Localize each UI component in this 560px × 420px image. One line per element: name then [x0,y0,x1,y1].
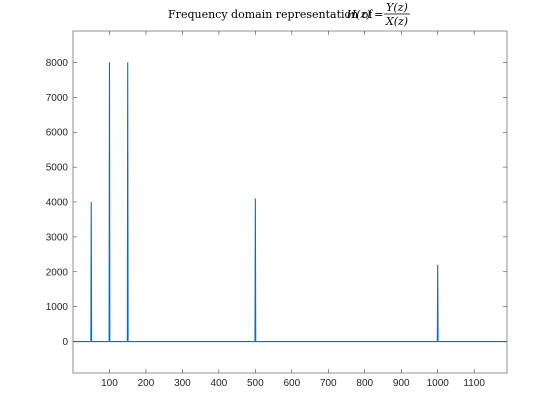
y-tick-label: 5000 [46,163,69,174]
y-tick-label: 3000 [46,232,69,243]
x-tick-label: 400 [211,378,228,389]
plot-area [72,30,508,374]
x-axis: 100 200 300 400 500 600 700 800 900 1000 1100 [101,31,485,389]
chart-title-numerator: Y(z) [386,1,408,14]
x-tick-label: 600 [283,378,300,389]
x-tick-label: 1100 [463,378,485,389]
series-layer [73,62,507,343]
y-tick-label: 2000 [46,267,69,278]
series-line-0 [73,62,507,343]
y-tick-label: 1000 [46,302,69,313]
x-tick-label: 800 [356,378,373,389]
chart-title-denominator: X(z) [385,15,408,28]
y-tick-label: 7000 [46,93,69,104]
x-tick-label: 100 [101,378,118,389]
x-tick-label: 700 [320,378,337,389]
x-tick-label: 500 [247,378,264,389]
y-tick-label: 8000 [46,58,69,69]
x-tick-label: 1000 [427,378,450,389]
x-tick-label: 300 [174,378,191,389]
y-axis: 0 1000 2000 3000 4000 5000 6000 7000 8000 [46,58,507,348]
y-tick-label: 6000 [46,128,69,139]
y-tick-label: 4000 [46,198,69,209]
chart-title-lhs: H(z) = [346,8,384,21]
chart-title: Frequency domain representation of H(z) … [168,8,383,21]
x-tick-label: 900 [393,378,410,389]
x-tick-label: 200 [138,378,155,389]
y-tick-label: 0 [62,337,68,348]
chart-title-prefix: Frequency domain representation of [168,8,373,21]
